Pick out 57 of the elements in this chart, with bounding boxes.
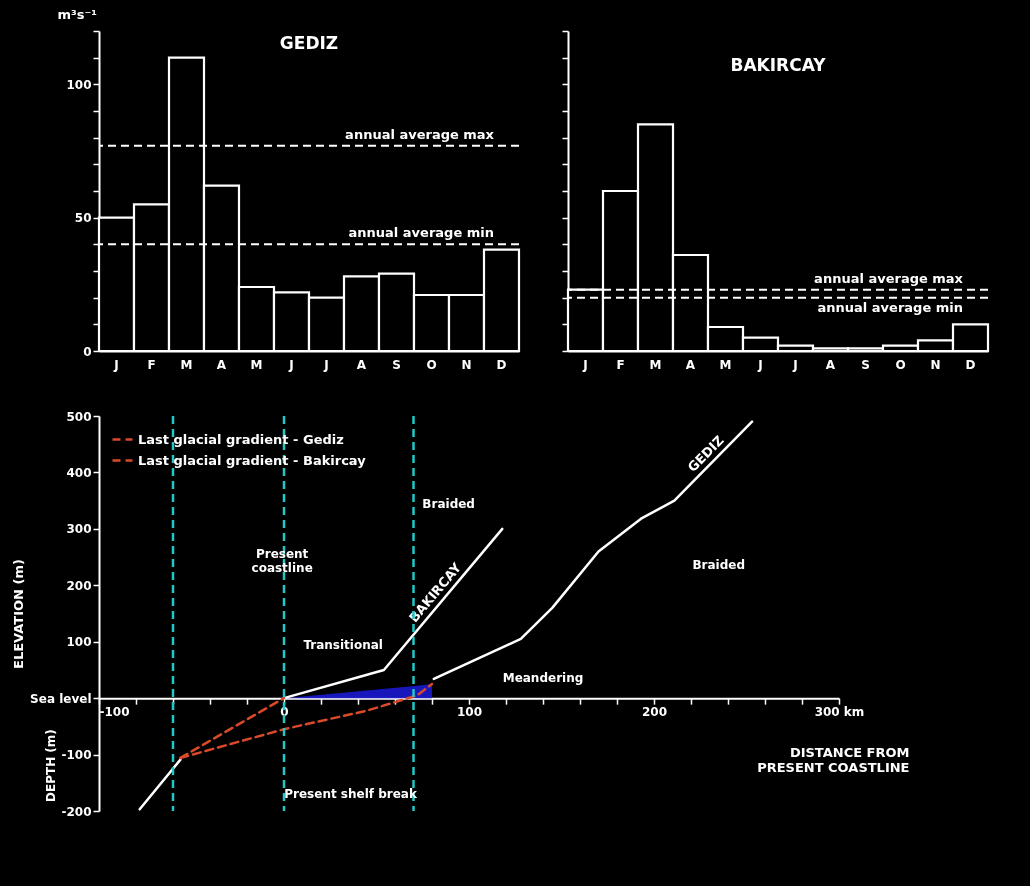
legend-label: Last glacial gradient - Gediz bbox=[138, 431, 344, 447]
ref-line-label: annual average min bbox=[817, 299, 963, 315]
x-tick-label: F bbox=[147, 357, 156, 372]
x-tick-label: A bbox=[216, 357, 227, 372]
x-tick-label: J bbox=[288, 357, 294, 372]
x-tick-label: J bbox=[792, 357, 798, 372]
ref-line-label: annual average max bbox=[345, 126, 495, 142]
y-tick-label: -100 bbox=[61, 748, 92, 763]
x-tick-label: S bbox=[392, 357, 401, 372]
y-tick-label: Sea level bbox=[30, 691, 92, 706]
x-tick-label: M bbox=[649, 357, 662, 372]
x-tick-label: O bbox=[426, 357, 437, 372]
y-tick-label: 100 bbox=[66, 77, 92, 92]
x-tick-label: J bbox=[582, 357, 588, 372]
x-tick-label: M bbox=[719, 357, 732, 372]
x-tick-label: 200 bbox=[641, 704, 668, 719]
x-tick-label: J bbox=[113, 357, 119, 372]
x-tick-label: O bbox=[895, 357, 906, 372]
chart-title: GEDIZ bbox=[279, 33, 339, 53]
x-tick-label: M bbox=[180, 357, 193, 372]
x-tick-label: J bbox=[757, 357, 763, 372]
y-tick-label: 50 bbox=[74, 211, 92, 226]
x-tick-label: M bbox=[250, 357, 263, 372]
annotation: Present coastline bbox=[251, 547, 313, 576]
x-tick-label: S bbox=[861, 357, 870, 372]
annotation: Braided bbox=[692, 557, 746, 572]
x-tick-label: D bbox=[965, 357, 976, 372]
x-tick-label: N bbox=[930, 357, 941, 372]
y-axis-title: ELEVATION (m) bbox=[11, 559, 27, 669]
y-tick-label: -200 bbox=[61, 804, 92, 819]
text: BAKIRCAY bbox=[730, 55, 827, 76]
y-tick-label: 100 bbox=[66, 635, 92, 650]
annotation: Present shelf break bbox=[284, 787, 418, 802]
y-tick-label: 500 bbox=[66, 409, 92, 424]
x-tick-label: 100 bbox=[456, 704, 483, 719]
ref-line-label: annual average max bbox=[814, 270, 964, 286]
x-axis-title: DISTANCE FROM PRESENT COASTLINE bbox=[757, 744, 910, 775]
annotation: Braided bbox=[422, 497, 475, 512]
x-tick-label: 300 km bbox=[814, 704, 865, 719]
ref-line-label: annual average min bbox=[348, 225, 494, 241]
x-tick-label: F bbox=[616, 357, 625, 372]
x-tick-label: N bbox=[461, 357, 472, 372]
y-tick-label: 400 bbox=[66, 465, 92, 480]
x-tick-label: A bbox=[356, 357, 367, 372]
x-tick-label: A bbox=[825, 357, 836, 372]
x-tick-label: J bbox=[323, 357, 329, 372]
y-tick-label: 0 bbox=[83, 344, 92, 359]
annotation: Meandering bbox=[502, 671, 584, 686]
text: DEPTH (m) bbox=[43, 729, 58, 802]
legend-label: Last glacial gradient - Bakircay bbox=[138, 452, 367, 468]
x-tick-label: D bbox=[496, 357, 507, 372]
x-tick-label: A bbox=[685, 357, 696, 372]
y-axis-title: m³s⁻¹ bbox=[57, 6, 98, 22]
x-tick-label: -100 bbox=[99, 704, 130, 719]
y-tick-label: 300 bbox=[66, 522, 92, 537]
annotation: Transitional bbox=[303, 638, 383, 653]
y-tick-label: 200 bbox=[66, 578, 92, 593]
